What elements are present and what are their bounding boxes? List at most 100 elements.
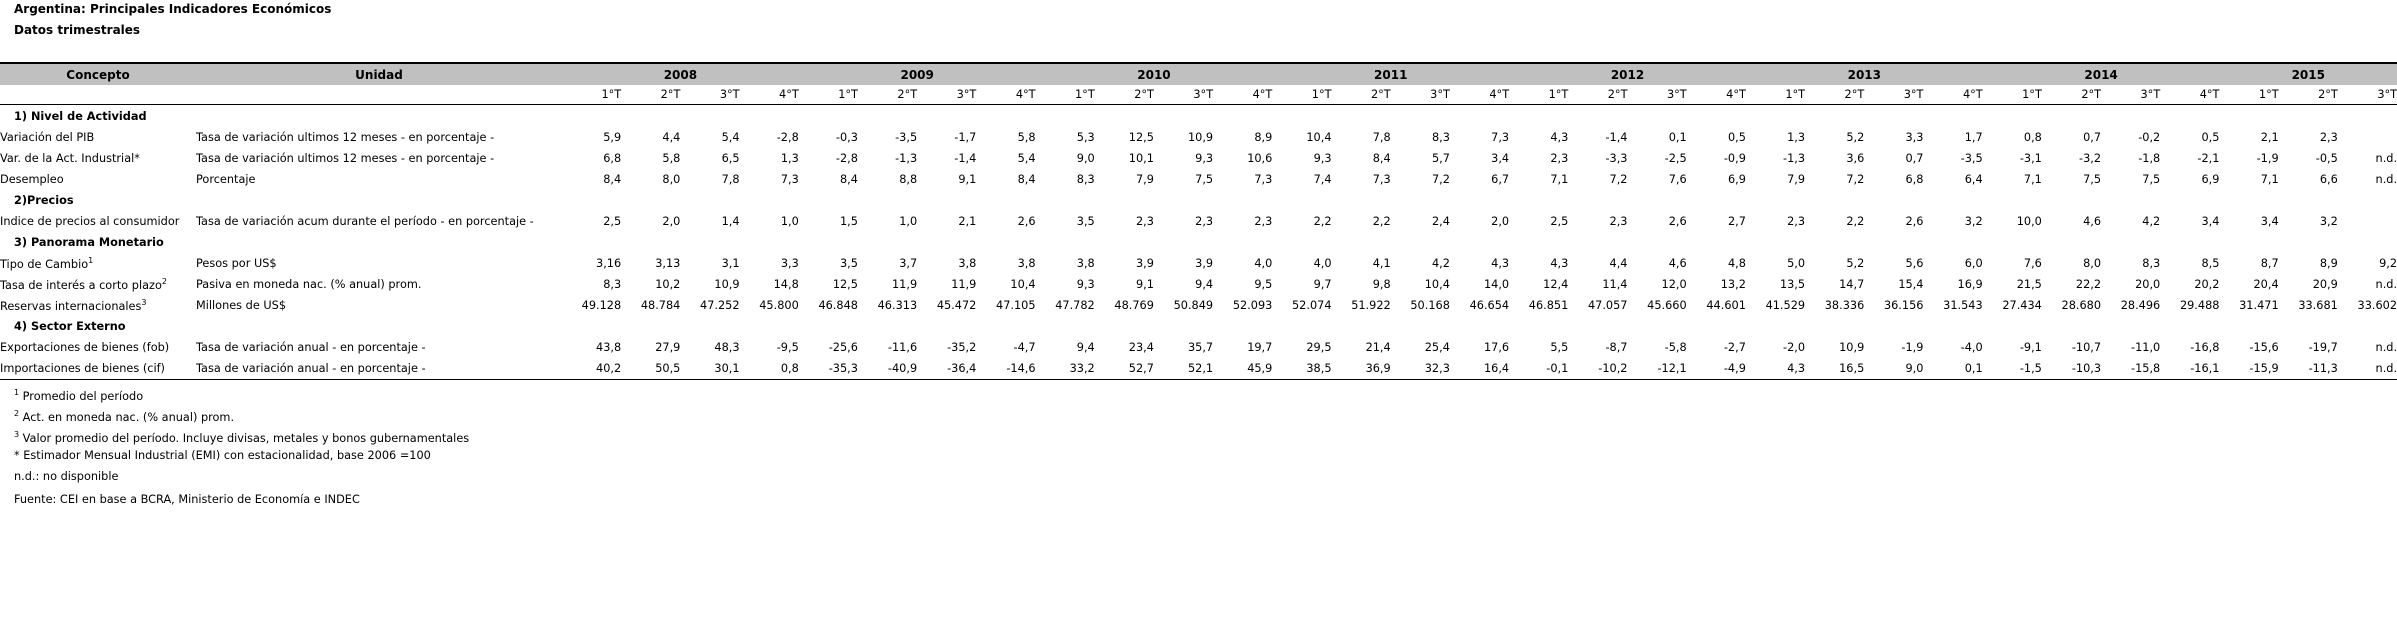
value-cell: 16,4 <box>1449 358 1510 380</box>
value-cell: 1,4 <box>721 215 740 228</box>
value-cell: 2,3 <box>1195 215 1214 228</box>
quarter-header: 1°T <box>1272 85 1332 105</box>
value-cell: n.d. <box>2375 173 2397 186</box>
value-cell: 14,0 <box>1483 278 1510 291</box>
value-cell: 2,3 <box>1609 215 1628 228</box>
value-cell: 8,0 <box>662 173 681 186</box>
value-cell: 2,2 <box>1846 215 1865 228</box>
value-cell: -2,1 <box>2197 152 2220 165</box>
footnote: 1 Promedio del período <box>14 388 144 403</box>
value-cell: 9,0 <box>1076 152 1095 165</box>
value-cell: 1,3 <box>1787 131 1806 144</box>
year-header-2015: 2015 <box>2219 62 2397 85</box>
value-cell: 7,6 <box>2023 257 2042 270</box>
value-cell: 3,9 <box>1195 257 1214 270</box>
value-cell: 2,6 <box>1017 215 1036 228</box>
unidad-cell: Tasa de variación anual - en porcentaje … <box>196 358 562 380</box>
value-cell: 3,9 <box>1135 257 1154 270</box>
table-row: Desempleo Porcentaje 8,4 8,0 7,8 7,3 8,4 8,8 9,1… <box>0 169 2397 190</box>
value-cell: 2,1 <box>2260 131 2279 144</box>
value-cell: -16,8 <box>2190 341 2220 354</box>
concepto-cell: Tasa de interés a corto plazo2 <box>0 277 167 292</box>
value-cell: -2,0 <box>1783 341 1806 354</box>
value-cell: 3,1 <box>721 257 740 270</box>
value-cell: -3,5 <box>895 131 918 144</box>
value-cell: 17,6 <box>1483 341 1510 354</box>
value-cell: -3,5 <box>1960 152 1983 165</box>
value-cell: -1,8 <box>2138 152 2161 165</box>
value-cell: 9,3 <box>1313 152 1332 165</box>
value-cell: 8,5 <box>2201 257 2220 270</box>
value-cell: 4,0 <box>1313 257 1332 270</box>
value-cell: 8,3 <box>1431 131 1450 144</box>
section-header-row: 3) Panorama Monetario <box>0 232 2397 253</box>
value-cell: 33.602 <box>2357 299 2397 312</box>
value-cell: 4,6 <box>1668 257 1687 270</box>
value-cell: -0,1 <box>1509 358 1569 380</box>
quarter-header: 1°T <box>1745 85 1806 105</box>
value-cell: 2,2 <box>1372 215 1391 228</box>
value-cell: 16,9 <box>1957 278 1983 291</box>
value-cell: 52.093 <box>1232 299 1273 312</box>
table-row: Importaciones de bienes (cif) Tasa de var… <box>0 358 2397 380</box>
value-cell: 20,4 <box>2253 278 2279 291</box>
value-cell: 15,4 <box>1898 278 1924 291</box>
value-cell: 4,2 <box>1431 257 1450 270</box>
value-cell: 2,6 <box>1668 215 1687 228</box>
value-cell: n.d. <box>2375 278 2397 291</box>
value-cell: 49.128 <box>581 299 622 312</box>
value-cell <box>2338 211 2397 232</box>
quarter-header: 2°T <box>857 85 918 105</box>
value-cell: 4,8 <box>1727 257 1746 270</box>
value-cell: 6,5 <box>721 152 740 165</box>
table-row: Indice de precios al consumidor Tasa de v… <box>0 211 2397 232</box>
value-cell: 9,1 <box>958 173 977 186</box>
value-cell: 4,2 <box>2142 215 2161 228</box>
value-cell: 6,9 <box>2201 173 2220 186</box>
value-cell: 10,2 <box>655 278 681 291</box>
value-cell: 3,8 <box>958 257 977 270</box>
value-cell: 10,4 <box>1306 131 1332 144</box>
value-cell: 7,1 <box>2023 173 2042 186</box>
value-cell: -9,1 <box>2019 341 2042 354</box>
value-cell: 45.472 <box>936 299 977 312</box>
year-header-2010: 2010 <box>1035 62 1273 85</box>
concepto-cell: Importaciones de bienes (cif) <box>0 358 196 380</box>
value-cell: 3,3 <box>780 257 799 270</box>
value-cell: -10,7 <box>2071 341 2102 354</box>
value-cell: 3,6 <box>1846 152 1865 165</box>
value-cell: 7,2 <box>1846 173 1865 186</box>
value-cell: 7,5 <box>1195 173 1214 186</box>
year-header-2011: 2011 <box>1272 62 1510 85</box>
value-cell: 10,1 <box>1128 152 1154 165</box>
quarter-header: 4°T <box>739 85 799 105</box>
value-cell: -0,9 <box>1723 152 1746 165</box>
value-cell: 45.660 <box>1647 299 1687 312</box>
unidad-cell: Millones de US$ <box>196 299 286 312</box>
value-cell: 8,3 <box>603 278 622 291</box>
value-cell: 9,4 <box>1076 341 1095 354</box>
footnote: 3 Valor promedio del período. Incluye di… <box>14 430 470 445</box>
value-cell: 8,9 <box>1254 131 1273 144</box>
year-header-2013: 2013 <box>1745 62 1983 85</box>
value-cell: 0,5 <box>1727 131 1746 144</box>
value-cell: 0,7 <box>1905 152 1924 165</box>
value-cell: 25,4 <box>1424 341 1450 354</box>
value-cell: n.d. <box>2337 358 2397 380</box>
value-cell: -10,3 <box>2041 358 2102 380</box>
value-cell: 4,1 <box>1372 257 1391 270</box>
value-cell: 50.168 <box>1410 299 1450 312</box>
value-cell: 4,3 <box>1745 358 1806 380</box>
unidad-cell: Pasiva en moneda nac. (% anual) prom. <box>196 278 422 291</box>
unidad-cell: Porcentaje <box>196 173 256 186</box>
value-cell: 2,3 <box>1135 215 1154 228</box>
value-cell: 9,3 <box>1076 278 1095 291</box>
value-cell: 9,2 <box>2379 257 2397 270</box>
value-cell: 7,6 <box>1668 173 1687 186</box>
source-note: Fuente: CEI en base a BCRA, Ministerio d… <box>14 493 360 506</box>
quarter-header: 4°T <box>1449 85 1510 105</box>
concepto-cell: Var. de la Act. Industrial* <box>0 152 140 165</box>
value-cell: 50,5 <box>621 358 681 380</box>
value-cell: 3,3 <box>1905 131 1924 144</box>
value-cell: 4,3 <box>1550 257 1569 270</box>
